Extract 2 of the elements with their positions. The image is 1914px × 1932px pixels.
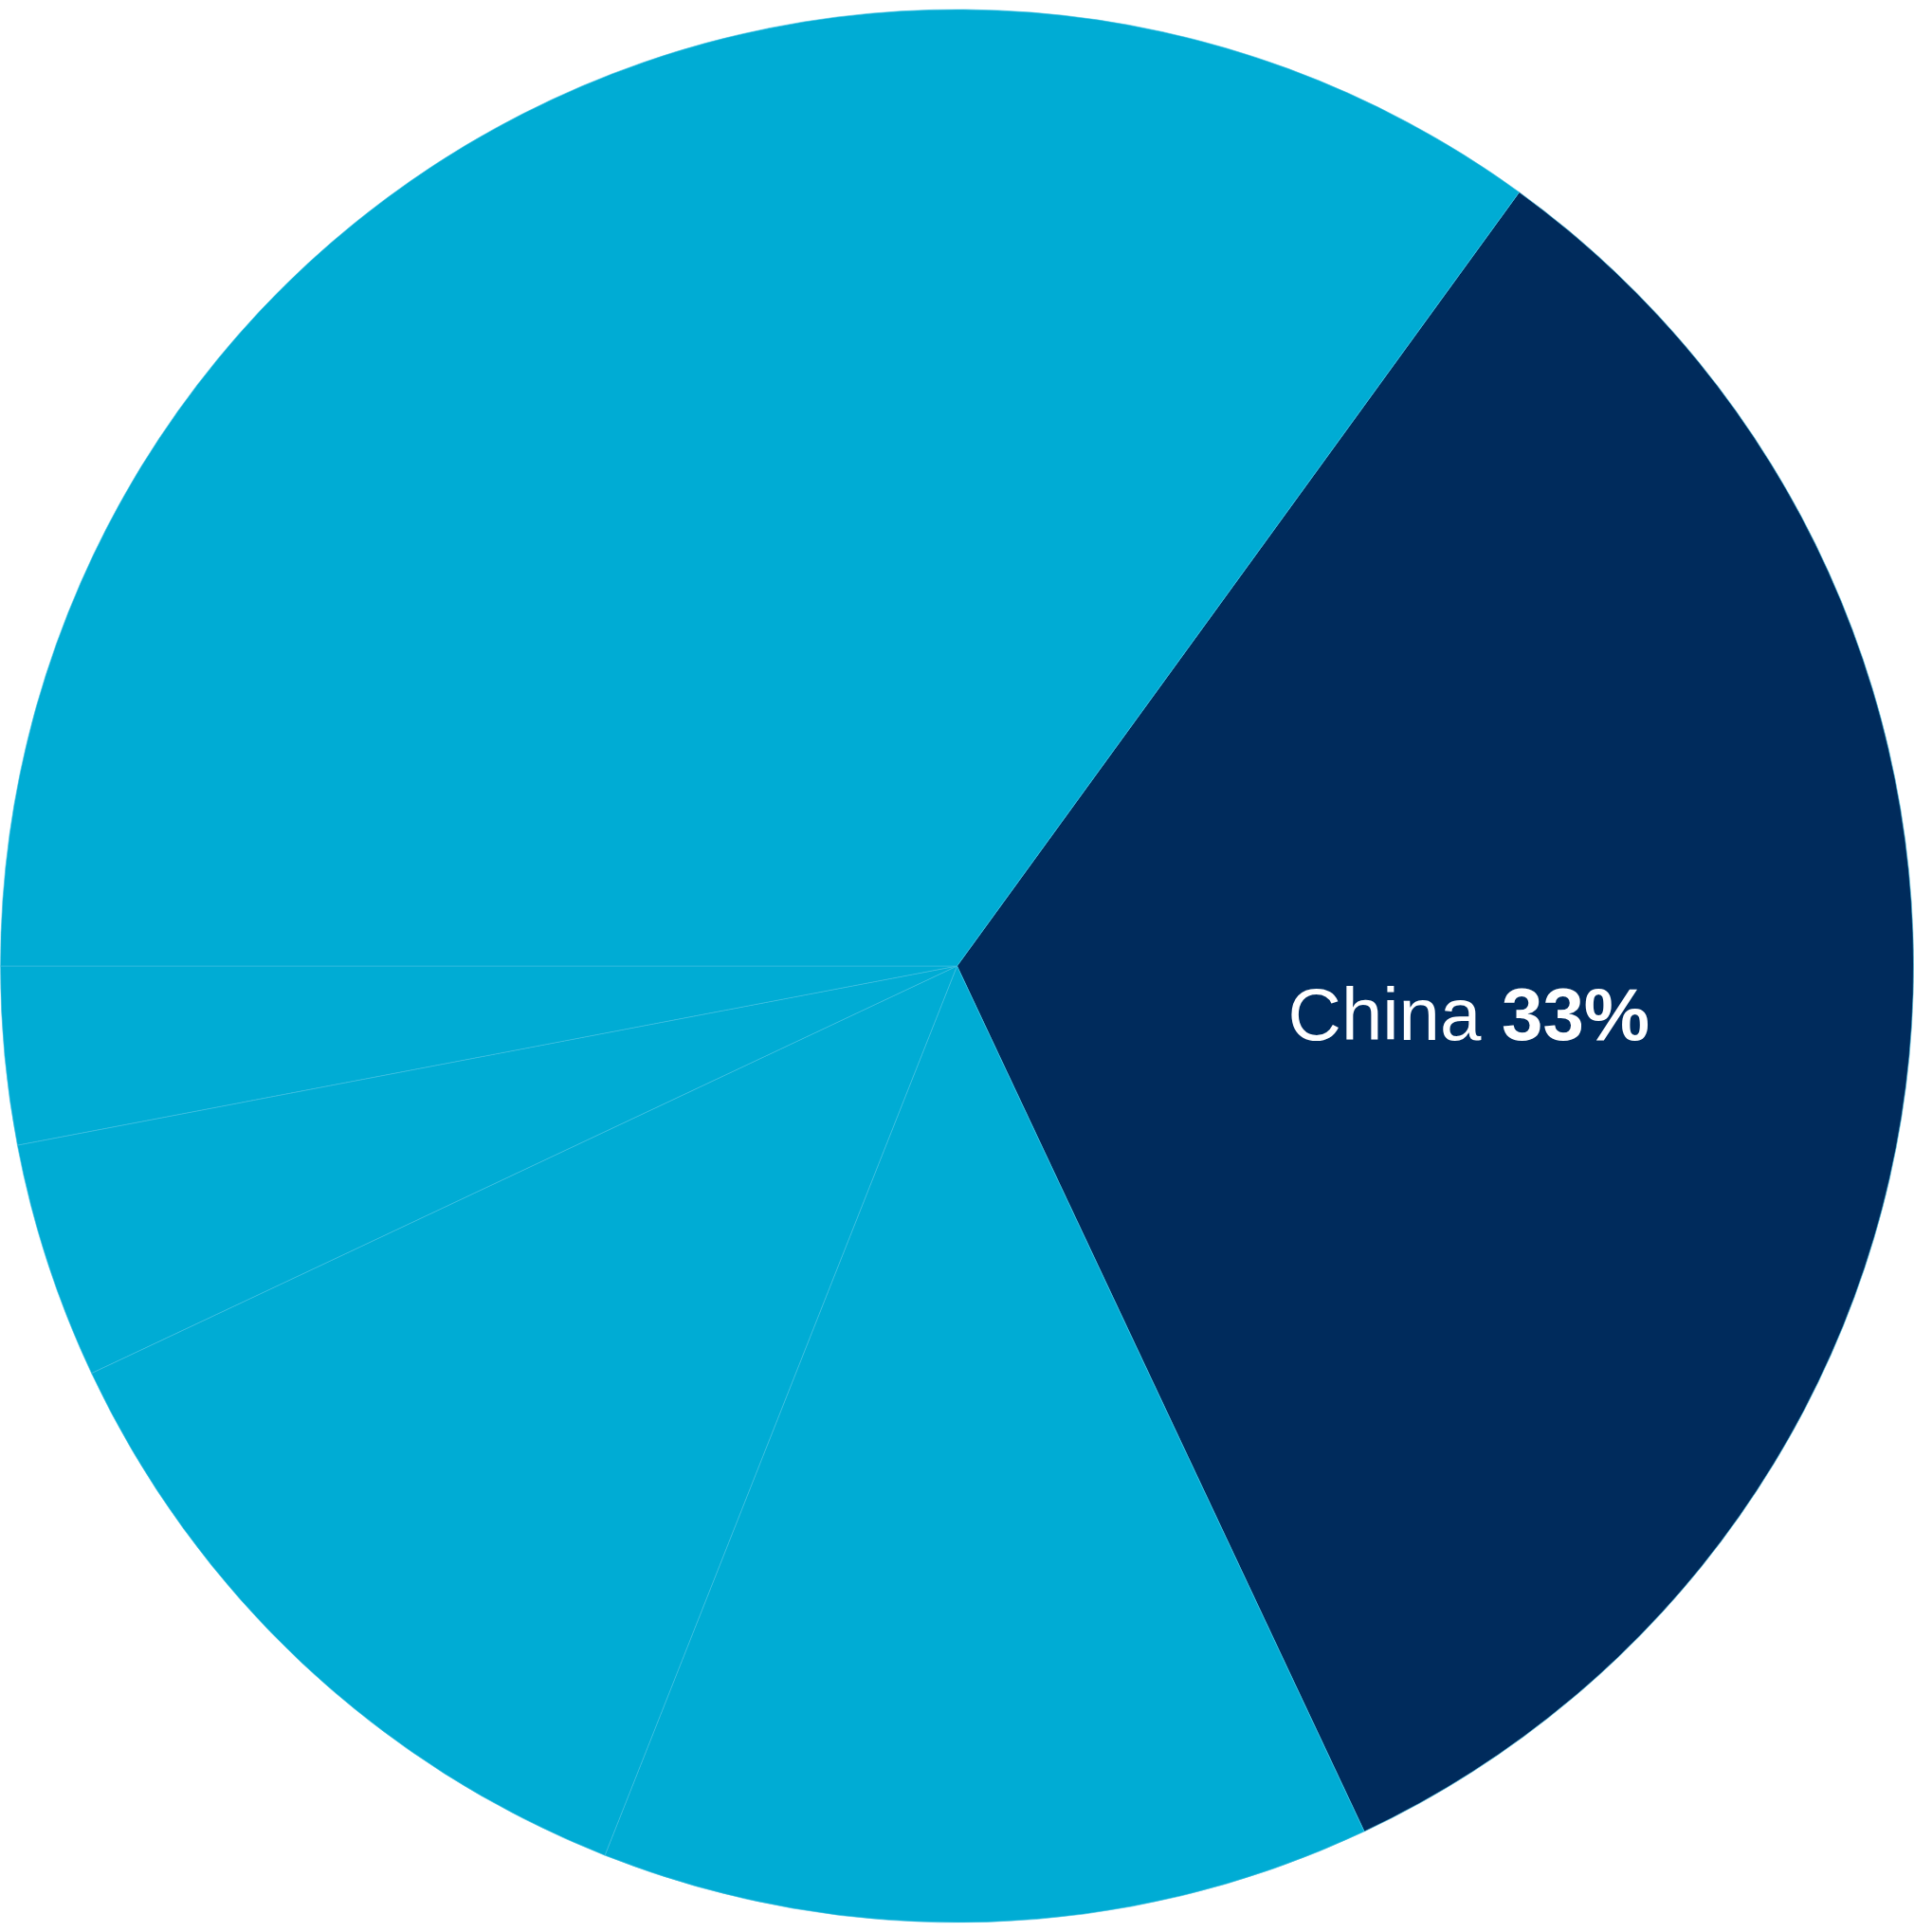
slice-label: China [1287, 973, 1482, 1057]
data-label: 33% [1502, 973, 1650, 1057]
